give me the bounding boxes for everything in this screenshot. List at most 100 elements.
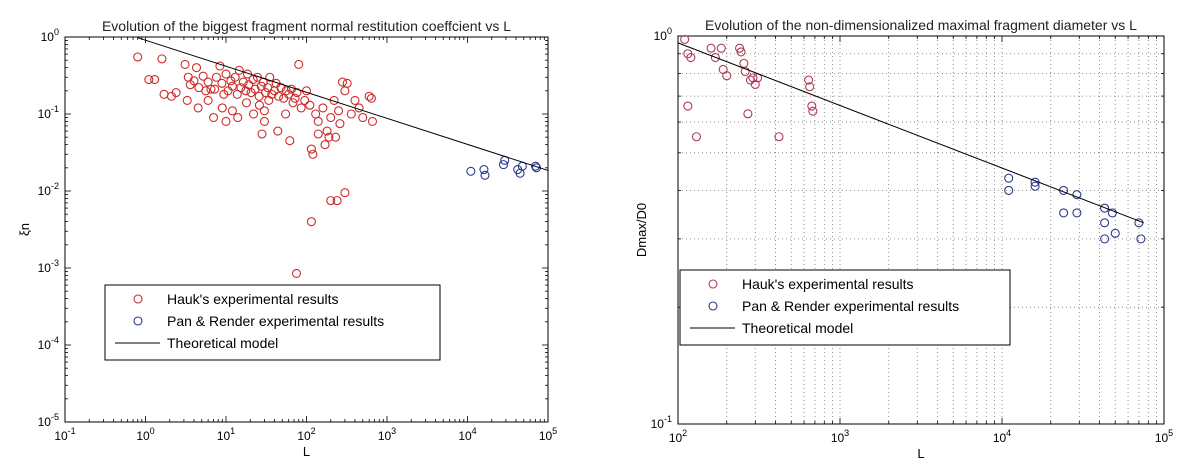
x-tick-label-base: 10 — [378, 429, 392, 443]
data-point — [331, 132, 341, 142]
x-tick-label-exponent: 5 — [552, 426, 557, 436]
data-point — [340, 188, 350, 198]
data-point — [743, 109, 753, 119]
data-point — [273, 126, 283, 136]
data-point — [256, 81, 266, 91]
data-point — [201, 86, 211, 96]
legend-label: Hauk's experimental results — [742, 276, 914, 292]
data-point — [1100, 203, 1110, 213]
data-point — [264, 95, 274, 105]
x-tick-label: 102 — [669, 428, 687, 445]
series-1-points — [466, 155, 542, 180]
x-tick-label-exponent: -1 — [68, 426, 76, 436]
data-point — [209, 84, 220, 94]
left-chart-panel: 10-1 100 101 102 103 104 105 100 10-1 10-2 10-3 10-… — [0, 0, 580, 470]
legend-marker-swatch — [708, 279, 718, 289]
theoretical-model-line — [137, 37, 549, 171]
data-point — [706, 43, 716, 53]
data-point — [291, 268, 301, 278]
data-point — [774, 132, 784, 142]
data-point — [739, 58, 749, 68]
data-point — [203, 95, 213, 105]
data-point — [308, 149, 318, 159]
data-point — [691, 132, 702, 142]
data-point — [217, 78, 227, 88]
data-point — [466, 166, 476, 176]
data-point — [191, 63, 202, 73]
data-point — [292, 87, 302, 98]
data-point — [281, 109, 291, 119]
legend-marker-swatch — [708, 301, 718, 311]
data-point — [364, 91, 374, 101]
data-point — [337, 77, 348, 87]
model-segment — [137, 37, 549, 171]
chart-title: Evolution of the biggest fragment normal… — [102, 18, 511, 34]
y-tick-label: 10-1 — [38, 104, 59, 121]
y-tick-label-exponent: -4 — [51, 335, 59, 345]
data-point — [335, 119, 345, 129]
left-chart: 10-1 100 101 102 103 104 10510010-110-210-310-… — [17, 18, 557, 459]
data-point — [313, 116, 323, 127]
y-tick-label-base: 10 — [38, 107, 52, 121]
data-point — [1030, 181, 1040, 191]
data-point — [230, 72, 240, 82]
data-point — [1136, 234, 1146, 244]
x-tick-label-exponent: 0 — [150, 426, 155, 436]
data-point — [180, 59, 190, 70]
data-point — [306, 217, 316, 227]
data-point — [324, 132, 334, 142]
data-point — [198, 71, 208, 81]
data-point — [1107, 208, 1117, 218]
x-axis-label: L — [917, 446, 924, 461]
right-chart-panel: 102 103 104 105 100 10-1 Evolution of the non-… — [600, 0, 1194, 470]
theoretical-model-line — [677, 42, 1144, 224]
y-tick-label: 10-3 — [38, 258, 59, 275]
data-point — [306, 144, 316, 154]
y-tick-label-exponent: -2 — [51, 181, 59, 191]
data-point — [346, 109, 356, 119]
data-point — [750, 79, 760, 90]
grid-lines — [678, 36, 1164, 424]
data-point — [133, 52, 143, 62]
y-tick-label-exponent: -1 — [664, 414, 672, 424]
data-point — [236, 83, 246, 93]
data-point — [710, 52, 720, 63]
data-point — [238, 77, 248, 87]
x-tick-label-base: 10 — [54, 429, 68, 443]
x-tick-label: 10-1 — [54, 426, 75, 443]
data-point — [683, 101, 693, 111]
data-point — [326, 196, 336, 206]
data-point — [305, 100, 315, 110]
data-point — [722, 71, 732, 81]
x-tick-label: 100 — [136, 426, 154, 443]
data-point — [233, 112, 243, 123]
legend-label: Pan & Render experimental results — [167, 313, 384, 329]
y-tick-label-base: 10 — [38, 184, 52, 198]
legend-box — [104, 284, 441, 361]
data-point — [366, 93, 376, 103]
data-point — [150, 75, 160, 85]
model-segment — [677, 42, 1144, 224]
x-tick-label-exponent: 1 — [230, 426, 235, 436]
data-point — [805, 82, 815, 92]
y-tick-label-base: 10 — [38, 338, 52, 352]
data-point — [249, 109, 259, 119]
data-point — [290, 93, 300, 103]
data-point — [320, 140, 330, 150]
data-point — [340, 86, 350, 96]
data-point — [1072, 208, 1082, 218]
data-point — [171, 87, 181, 98]
data-point — [285, 136, 295, 146]
x-tick-label-base: 10 — [1155, 431, 1169, 445]
data-point — [1100, 234, 1110, 244]
x-axis-label: L — [303, 444, 310, 459]
series-0-points — [133, 52, 378, 278]
y-tick-label-exponent: -1 — [51, 104, 59, 114]
data-point — [498, 160, 509, 170]
y-tick-label: 10-1 — [651, 414, 672, 431]
data-point — [329, 95, 339, 105]
x-tick-label-exponent: 4 — [472, 426, 477, 436]
data-point — [313, 129, 323, 139]
x-tick-label: 105 — [539, 426, 557, 443]
